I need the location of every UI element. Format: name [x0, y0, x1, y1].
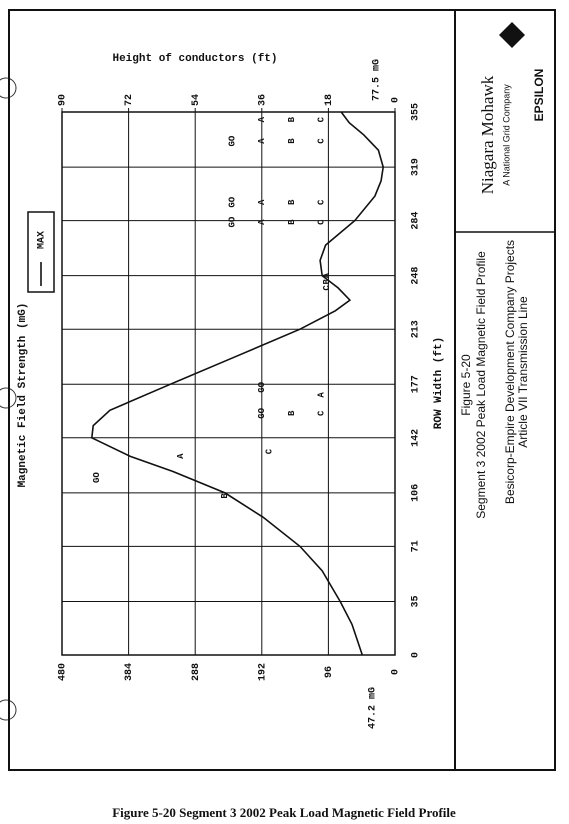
x-tick-label: 71: [411, 540, 422, 552]
figure-subtitle: Segment 3 2002 Peak Load Magnetic Field …: [474, 251, 488, 519]
company-sub: A National Grid Company: [501, 84, 511, 186]
conductor-label: B: [287, 138, 297, 144]
x-tick-label: 319: [411, 158, 422, 176]
x-tick-label: 142: [411, 429, 422, 447]
conductor-label: C: [316, 116, 326, 122]
y-tick-label: 384: [124, 663, 135, 681]
caption: Figure 5-20 Segment 3 2002 Peak Load Mag…: [112, 805, 456, 820]
x-tick-label: 35: [411, 595, 422, 607]
conductor-label: A: [257, 116, 267, 122]
conductor-label: GO: [228, 135, 238, 146]
conductor-label: B: [287, 410, 297, 416]
y2-axis-title: Height of conductors (ft): [112, 53, 277, 65]
y-axis-title: Magnetic Field Strength (mG): [17, 303, 29, 488]
conductor-label: GO: [228, 196, 238, 207]
conductor-label: B: [220, 493, 230, 499]
plot-frame: [61, 111, 396, 656]
y-tick-label: 192: [257, 663, 268, 681]
x-tick-label: 355: [411, 103, 422, 121]
conductor-label: A: [257, 138, 267, 144]
consultant: EPSILON: [532, 69, 546, 122]
conductor-label: A: [316, 392, 326, 398]
page-frame: [8, 9, 556, 771]
conductor-label: B: [287, 219, 297, 225]
conductor-label: GO: [92, 472, 102, 483]
x-tick-label: 177: [411, 375, 422, 393]
y2-tick-label: 0: [391, 97, 402, 103]
x-tick-label: 106: [411, 484, 422, 502]
x-tick-label: 0: [411, 652, 422, 658]
y-tick-label: 480: [58, 663, 69, 681]
y2-tick-label: 36: [257, 94, 268, 106]
conductor-label: C: [316, 138, 326, 144]
y2-tick-label: 18: [324, 94, 335, 106]
conductor-label: B: [287, 199, 297, 205]
punch-hole: [0, 77, 17, 99]
x-tick-label: 248: [411, 267, 422, 285]
y-tick-label: 96: [324, 666, 335, 678]
x-tick-label: 284: [411, 212, 422, 230]
y2-tick-label: 54: [191, 94, 202, 106]
conductor-label: C: [316, 199, 326, 205]
data-line: [90, 111, 385, 656]
figure-title: Figure 5-20: [459, 354, 473, 416]
conductor-label: C: [265, 448, 275, 454]
company-name: Niagara Mohawk: [478, 75, 497, 194]
conductor-label: A: [176, 453, 186, 459]
annotation: 77.5 mG: [372, 59, 383, 101]
legend-label: MAX: [37, 231, 48, 249]
punch-hole: [0, 699, 17, 721]
project-name: Besicorp-Empire Development Company Proj…: [503, 240, 517, 504]
y2-tick-label: 72: [124, 94, 135, 106]
y-tick-label: 288: [191, 663, 202, 681]
conductor-label: GO: [257, 381, 267, 392]
conductor-label: A: [257, 219, 267, 225]
conductor-label: A: [257, 199, 267, 205]
conductor-label: C: [316, 219, 326, 225]
conductor-label: A: [322, 272, 332, 278]
conductor-label: C: [316, 410, 326, 416]
conductor-label: C: [322, 285, 332, 291]
y2-tick-label: 90: [58, 94, 69, 106]
x-tick-label: 213: [411, 320, 422, 338]
conductor-label: B: [322, 278, 332, 284]
conductor-label: GO: [257, 407, 267, 418]
conductor-label: B: [287, 116, 297, 122]
punch-hole: [0, 387, 17, 409]
logo-diamond: [499, 22, 525, 48]
y-tick-label: 0: [391, 669, 402, 675]
project-line: Article VII Transmission Line: [516, 296, 530, 448]
x-axis-title: ROW Width (ft): [433, 337, 445, 429]
conductor-label: GO: [228, 216, 238, 227]
annotation: 47.2 mG: [368, 687, 379, 729]
